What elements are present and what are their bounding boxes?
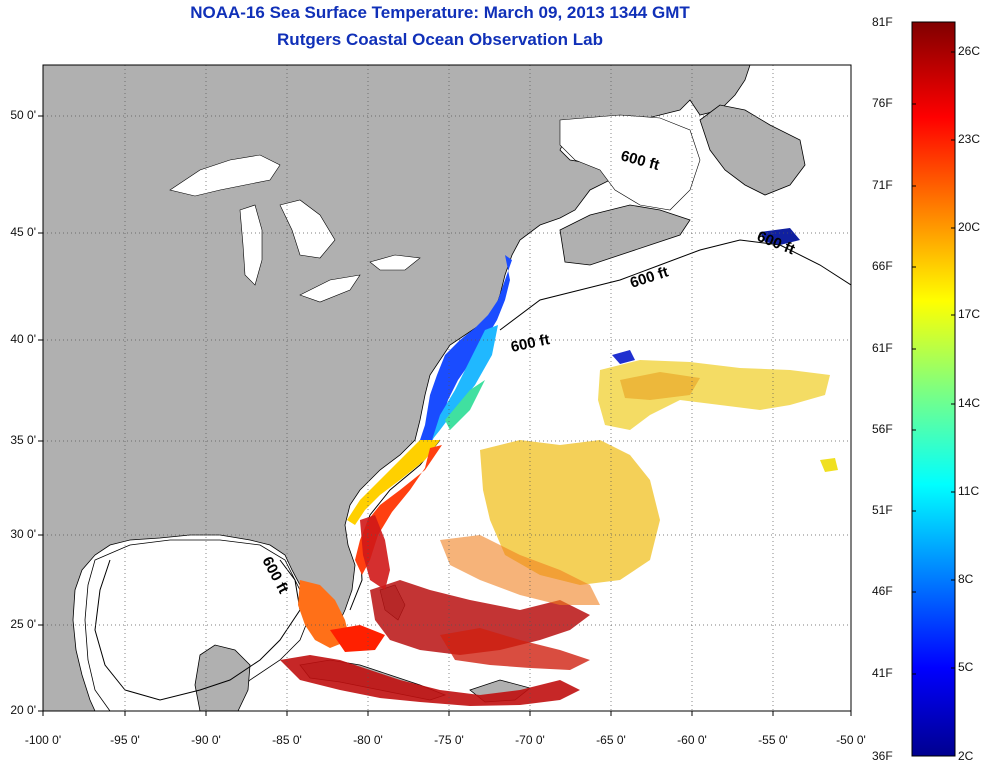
lon-label: -95 0' bbox=[110, 733, 140, 747]
colorbar-c-label: 2C bbox=[958, 749, 974, 763]
map-title: NOAA-16 Sea Surface Temperature: March 0… bbox=[190, 3, 690, 22]
lat-label: 50 0' bbox=[10, 108, 36, 122]
lake-michigan bbox=[239, 204, 263, 286]
sst-caribbean-hot bbox=[370, 580, 590, 655]
lon-label: -70 0' bbox=[515, 733, 545, 747]
colorbar-f-label: 61F bbox=[872, 341, 893, 355]
sst-caribbean-hot bbox=[440, 628, 590, 670]
colorbar-ticks bbox=[912, 51, 955, 675]
sst-carolina-warm bbox=[355, 445, 442, 575]
sst-shelf-cool bbox=[432, 325, 498, 440]
sst-east-patch bbox=[820, 458, 838, 472]
lon-label: -55 0' bbox=[758, 733, 788, 747]
lat-label: 20 0' bbox=[10, 703, 36, 717]
yucatan-land bbox=[194, 644, 251, 711]
axis-ticks bbox=[38, 115, 852, 716]
colorbar-f-label: 71F bbox=[872, 178, 893, 192]
lat-label: 40 0' bbox=[10, 332, 36, 346]
depth-contour-line bbox=[499, 239, 851, 331]
colorbar-c-label: 11C bbox=[958, 484, 980, 498]
sst-shelf-mid bbox=[445, 380, 485, 430]
sst-florida-keys bbox=[330, 625, 385, 652]
colorbar-f-label: 41F bbox=[872, 666, 893, 680]
sst-florida-current bbox=[360, 515, 390, 590]
map-frame bbox=[42, 64, 852, 712]
colorbar-c-label: 8C bbox=[958, 572, 974, 586]
colorbar-c-label: 23C bbox=[958, 132, 981, 146]
colorbar-c-label: 17C bbox=[958, 307, 981, 321]
lon-label: -60 0' bbox=[677, 733, 707, 747]
lat-label: 35 0' bbox=[10, 433, 36, 447]
sst-carolina-band bbox=[347, 440, 440, 525]
gulf-of-st-lawrence bbox=[559, 114, 701, 211]
lat-label: 30 0' bbox=[10, 527, 36, 541]
lake-ontario bbox=[369, 254, 421, 271]
lon-label: -80 0' bbox=[353, 733, 383, 747]
sst-caribbean-hot bbox=[280, 655, 580, 706]
sst-open-ocean-warm bbox=[440, 535, 600, 605]
newfoundland-land bbox=[699, 104, 806, 196]
sst-northern-cold-patch bbox=[612, 350, 635, 364]
depth-contour-line bbox=[349, 439, 441, 611]
sst-shelf-cold bbox=[420, 255, 512, 445]
map-subtitle: Rutgers Coastal Ocean Observation Lab bbox=[277, 30, 603, 49]
lat-label: 45 0' bbox=[10, 225, 36, 239]
colorbar-f-label: 66F bbox=[872, 259, 893, 273]
colorbar-f-label: 36F bbox=[872, 749, 893, 763]
sst-newfoundland-cold-patch bbox=[760, 228, 800, 245]
colorbar-f-label: 76F bbox=[872, 96, 893, 110]
graticule bbox=[43, 65, 851, 711]
colorbar-f-label: 81F bbox=[872, 15, 893, 29]
lon-label: -100 0' bbox=[24, 733, 62, 747]
sst-open-ocean-mid bbox=[620, 372, 700, 400]
maritimes-land bbox=[559, 204, 691, 266]
colorbar-f-label: 51F bbox=[872, 503, 893, 517]
colorbar-f-label: 46F bbox=[872, 584, 893, 598]
lake-huron bbox=[279, 199, 336, 259]
lat-label: 25 0' bbox=[10, 617, 36, 631]
sst-open-ocean-warm bbox=[480, 440, 660, 585]
colorbar-c-label: 5C bbox=[958, 660, 974, 674]
colorbar-f-label: 56F bbox=[872, 422, 893, 436]
colorbar-c-label: 26C bbox=[958, 44, 981, 58]
lake-superior bbox=[169, 154, 281, 197]
lon-label: -65 0' bbox=[596, 733, 626, 747]
lon-label: -50 0' bbox=[836, 733, 866, 747]
lon-label: -85 0' bbox=[272, 733, 302, 747]
lon-label: -90 0' bbox=[191, 733, 221, 747]
lon-label: -75 0' bbox=[434, 733, 464, 747]
colorbar-c-label: 20C bbox=[958, 220, 981, 234]
lake-erie bbox=[299, 274, 361, 303]
temperature-colorbar bbox=[911, 21, 956, 757]
colorbar-c-label: 14C bbox=[958, 396, 981, 410]
